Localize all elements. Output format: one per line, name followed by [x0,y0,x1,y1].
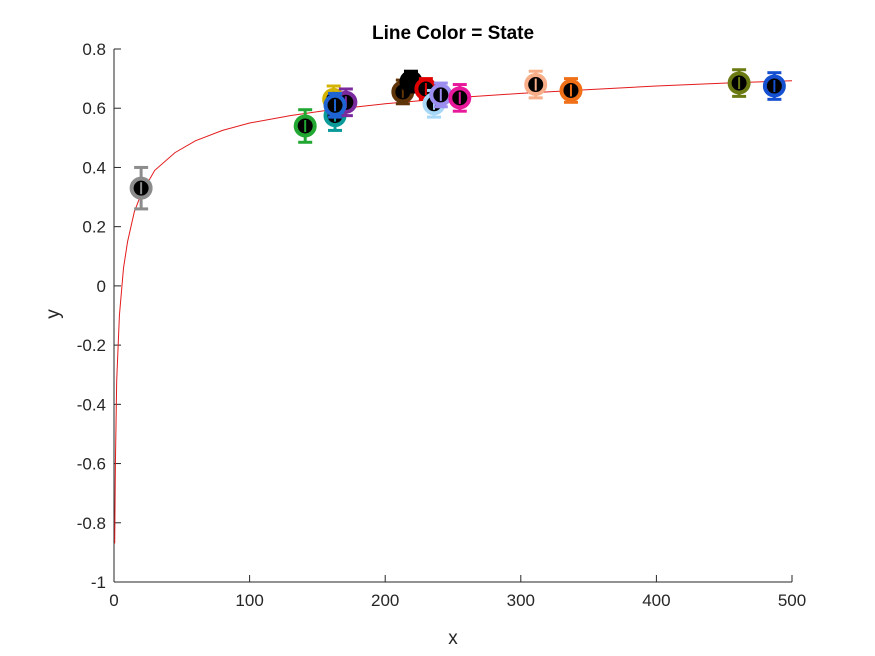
data-point [429,81,453,109]
y-tick-label: -0.8 [77,514,106,533]
x-tick-label: 300 [507,591,535,610]
x-tick-label: 500 [778,591,806,610]
chart-title: Line Color = State [372,23,534,44]
data-point [129,165,153,211]
plot-axes: 0 100 200 300 400 500 -1 -0.8 -0.6 -0.4 -0.2 0 0.2 0.… [77,40,806,610]
data-point [559,77,583,104]
data-point [323,91,347,119]
y-axis-label: y [43,309,64,319]
x-tick-label: 0 [109,591,118,610]
y-tick-label: -0.6 [77,455,106,474]
x-tick-label: 400 [642,591,670,610]
fit-curve-layer [114,80,793,544]
y-tick-label: 0.8 [82,40,106,59]
y-tick-label: 0.4 [82,158,106,177]
y-tick-label: -1 [91,573,106,592]
y-tick-label: 0.2 [82,218,106,237]
data-point [293,108,317,144]
data-points-layer [129,68,786,211]
data-point [762,71,786,101]
fit-curve-line [114,80,793,544]
data-point [727,68,751,98]
x-tick-label: 200 [371,591,399,610]
y-tick-label: -0.2 [77,336,106,355]
y-tick-label: -0.4 [77,395,106,414]
x-tick-label: 100 [235,591,263,610]
x-axis-label: x [448,628,458,649]
data-point [524,69,548,100]
y-tick-label: 0 [97,277,106,296]
data-point [448,83,472,113]
y-tick-label: 0.6 [82,99,106,118]
